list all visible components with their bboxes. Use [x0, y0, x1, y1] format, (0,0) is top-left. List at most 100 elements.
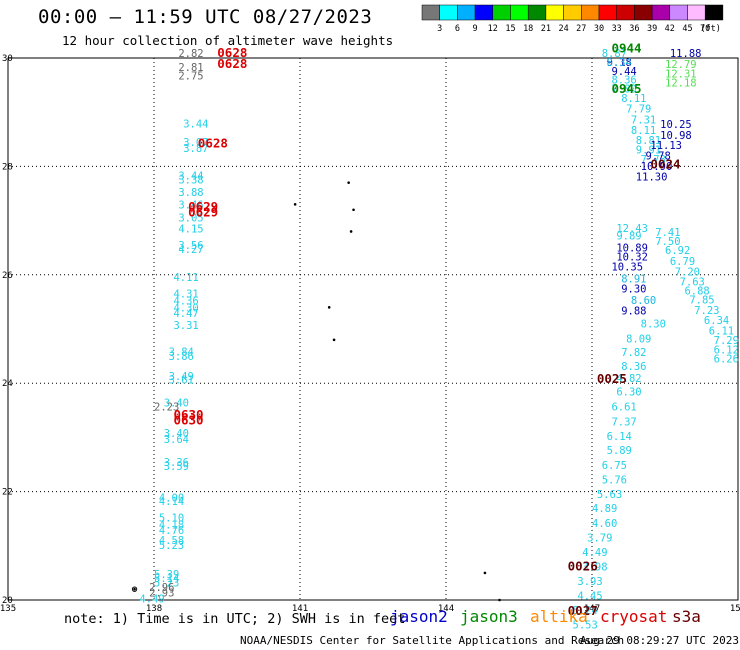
lat-tick-label: 28 — [2, 162, 13, 172]
colorbar-label: 27 — [576, 24, 586, 34]
swh-value: 10.89 — [616, 242, 648, 254]
colorbar-label: 42 — [665, 24, 675, 34]
swh-value: 5.23 — [154, 577, 179, 589]
page-subtitle: 12 hour collection of altimeter wave hei… — [62, 33, 394, 48]
time-tag: 0027 — [568, 603, 598, 618]
island-dot — [352, 208, 355, 212]
swh-value: 3.44 — [183, 118, 208, 130]
swh-value: 9.91 — [636, 144, 661, 156]
island-dot — [332, 338, 336, 342]
swh-value: 8.87 — [602, 48, 627, 60]
colorbar-label: 70 — [700, 24, 710, 34]
colorbar-label: 24 — [558, 24, 568, 34]
legend-altika: altika — [530, 607, 588, 626]
swh-value: 4.60 — [592, 518, 617, 530]
lat-tick-label: 22 — [2, 488, 13, 498]
swh-value: 6.75 — [602, 460, 627, 472]
swh-value: 8.60 — [631, 295, 656, 307]
swh-value: 5.10 — [159, 512, 184, 524]
swh-value: 4.58 — [159, 535, 184, 547]
swh-value: 8.36 — [621, 361, 646, 373]
swh-value: 3.46 — [178, 200, 203, 212]
lon-tick-label: 144 — [438, 604, 454, 614]
lat-tick-label: 30 — [2, 54, 13, 64]
colorbar-swatch — [616, 4, 635, 21]
swh-value: 9.89 — [616, 231, 641, 243]
island-dot — [349, 230, 353, 233]
colorbar-swatch — [704, 4, 724, 21]
lon-tick-label: 147 — [584, 604, 600, 614]
colorbar-label: 12 — [488, 24, 498, 34]
swh-value: 2.93 — [149, 588, 174, 600]
colorbar-label: 45 — [682, 24, 692, 34]
swh-value: 6.79 — [670, 256, 695, 268]
colorbar-swatch — [563, 4, 582, 21]
swh-value: 7.20 — [675, 266, 700, 278]
colorbar-swatch — [510, 4, 529, 21]
island-dot — [483, 571, 487, 575]
colorbar-label: 9 — [473, 24, 478, 34]
swh-value: 7.73 — [641, 154, 666, 166]
swh-value: 8.09 — [626, 334, 651, 346]
swh-value: 3.93 — [577, 576, 602, 588]
swh-value: 7.85 — [689, 295, 714, 307]
swh-value: 6.34 — [704, 315, 729, 327]
swh-value: 7.50 — [655, 236, 680, 248]
swh-value: 5.89 — [607, 445, 632, 457]
swh-value: 10.90 — [641, 161, 673, 173]
lat-tick-label: 24 — [2, 379, 13, 389]
swh-value: 6.30 — [616, 387, 641, 399]
time-tag: 0628 — [217, 45, 247, 60]
swh-value: 11.30 — [636, 171, 668, 183]
swh-value: 3.07 — [183, 137, 208, 149]
swh-value: 2.81 — [178, 62, 203, 74]
swh-value: 4.31 — [173, 289, 198, 301]
colorbar-label: 6 — [455, 24, 460, 34]
swh-value: 12.43 — [616, 223, 648, 235]
time-tag: 0628 — [198, 135, 228, 150]
swh-value: 7.63 — [680, 277, 705, 289]
swh-value: 5.39 — [154, 569, 179, 581]
credit-text: NOAA/NESDIS Center for Satellite Applica… — [240, 634, 625, 647]
lat-tick-label: 26 — [2, 271, 13, 281]
swh-value: 4.45 — [577, 590, 602, 602]
timestamp-text: Aug 29 08:29:27 UTC 2023 — [580, 634, 739, 647]
swh-value: 4.36 — [173, 296, 198, 308]
swh-value: 7.80 — [611, 84, 636, 96]
time-tag: 0629 — [188, 204, 218, 219]
time-tag: 0630 — [173, 407, 203, 422]
swh-value: 3.59 — [164, 461, 189, 473]
swh-value: 6.92 — [665, 245, 690, 257]
swh-value: 8.36 — [611, 74, 636, 86]
swh-value: 5.76 — [602, 474, 627, 486]
colorbar-label: 15 — [505, 24, 515, 34]
swh-value: 4.15 — [178, 224, 203, 236]
lon-tick-label: 150 — [730, 604, 740, 614]
island-dot — [293, 203, 297, 206]
swh-value: 6.11 — [709, 325, 734, 337]
swh-value: 2.82 — [178, 48, 203, 60]
lon-tick-label: 135 — [0, 604, 16, 614]
swh-value: 7.31 — [631, 115, 656, 127]
colorbar-label: 3 — [437, 24, 442, 34]
swh-value: 4.76 — [159, 525, 184, 537]
colorbar-swatch — [545, 4, 564, 21]
page-title: 00:00 – 11:59 UTC 08/27/2023 — [38, 6, 373, 28]
colorbar-swatch — [492, 4, 511, 21]
swh-value: 6.14 — [607, 431, 632, 443]
swh-value: 4.00 — [159, 492, 184, 504]
swh-value: 3.84 — [169, 347, 194, 359]
swh-value: 6.26 — [714, 354, 739, 366]
time-tag: 0629 — [188, 199, 218, 214]
colorbar-swatch — [421, 4, 440, 21]
time-tag: 0945 — [611, 81, 641, 96]
swh-value: 9.78 — [646, 150, 671, 162]
swh-value: 6.12 — [714, 344, 739, 356]
swh-value: 4.18 — [159, 519, 184, 531]
swh-value: 4.27 — [178, 244, 203, 256]
swh-value: 5.63 — [597, 489, 622, 501]
swh-value: 12.79 — [665, 59, 697, 71]
swh-value: 4.49 — [582, 547, 607, 559]
swh-value: 3.05 — [178, 213, 203, 225]
legend-jason2: jason2 — [390, 607, 448, 626]
